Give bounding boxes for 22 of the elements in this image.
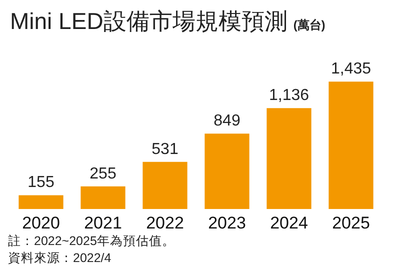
data-label: 155 [28,174,54,192]
bar [328,82,374,209]
x-tick-label: 2024 [270,214,308,232]
bar [204,134,250,209]
data-label: 255 [90,165,116,182]
chart-title: Mini LED設備市場規模預測 [10,8,288,34]
x-tick-label: 2023 [208,214,246,232]
x-tick-label: 2025 [332,214,370,232]
bar [80,186,126,209]
data-label: 1,435 [330,60,372,78]
x-tick-label: 2020 [22,214,60,232]
source-note: 資料來源：2022/4 [8,250,112,267]
x-tick-label: 2022 [146,214,184,232]
data-label: 531 [152,140,178,158]
bar [266,108,312,209]
data-label: 1,136 [268,87,310,104]
bar [142,162,188,209]
bar [18,195,64,209]
x-tick-label: 2021 [84,214,122,232]
text: 註：2022~2025年為預估值。 [8,233,175,250]
data-label: 849 [214,112,240,130]
y-axis-title: (萬台) [293,18,326,32]
